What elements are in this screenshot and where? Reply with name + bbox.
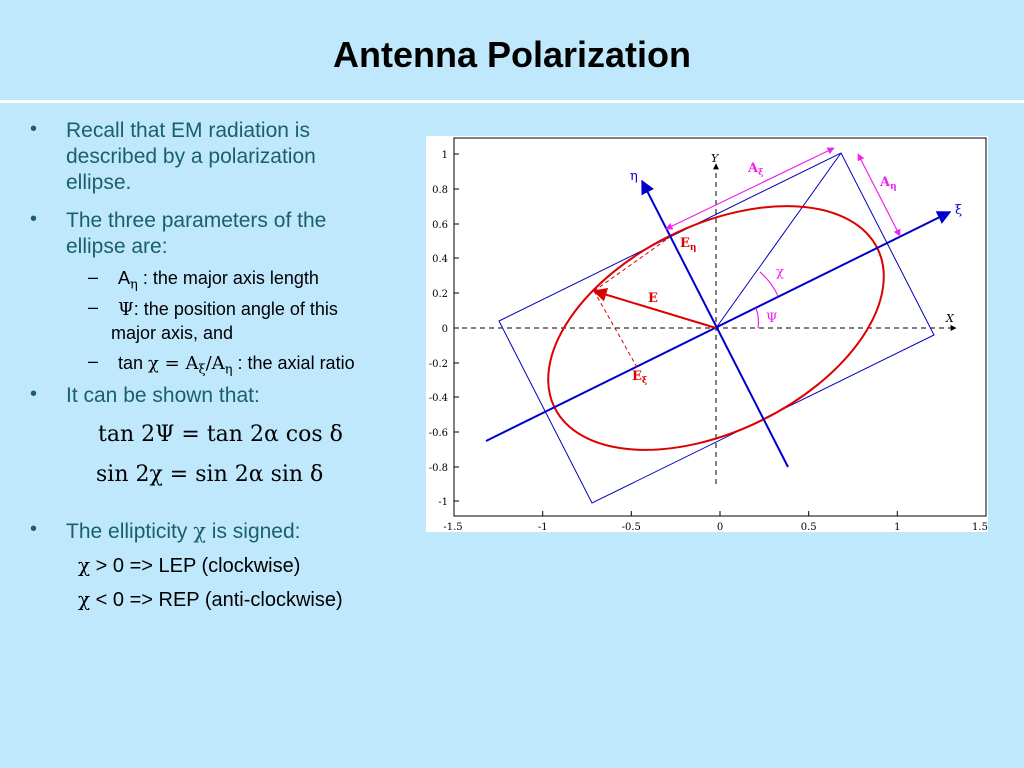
sub3-eta: η xyxy=(224,362,233,378)
y-tick-label: 0.2 xyxy=(432,289,448,300)
title-divider xyxy=(0,100,1024,103)
sub2-line-2: major axis, and xyxy=(111,323,234,343)
bullet-1-line-1: Recall that EM radiation is xyxy=(66,119,310,142)
bullet-dot: • xyxy=(30,118,38,140)
bullet-1: Recall that EM radiation is described by… xyxy=(66,118,316,196)
xi-axis xyxy=(485,211,952,442)
chi-arc xyxy=(759,271,779,297)
bullet-dot: • xyxy=(30,208,38,230)
x-tick-labels: -1.5 -1 -0.5 0 0.5 1 1.5 xyxy=(443,522,988,533)
sub1-text: : the major axis length xyxy=(137,268,319,288)
bullet-4-post: is signed: xyxy=(205,520,301,543)
polarization-ellipse-figure: -1.5 -1 -0.5 0 0.5 1 1.5 1 0.8 0.6 0.4 0… xyxy=(426,136,988,533)
lep-line: χ > 0 => LEP (clockwise) xyxy=(78,553,300,578)
y-tick-label: 0.6 xyxy=(432,220,448,231)
x-tick-label: -1 xyxy=(538,522,548,532)
y-tick-labels: 1 0.8 0.6 0.4 0.2 0 -0.2 -0.4 -0.6 -0.8 … xyxy=(429,150,448,508)
sub-bullet-position-angle: Ψ: the position angle of this xyxy=(118,297,338,322)
x-axis-label: X xyxy=(945,312,955,325)
x-tick-label: -1.5 xyxy=(443,522,462,532)
y-tick-label: -0.8 xyxy=(429,463,448,474)
sub1-eta: η xyxy=(130,277,138,293)
e-eta-projection xyxy=(593,236,671,292)
psi-arc xyxy=(755,307,760,329)
y-tick-label: -0.4 xyxy=(429,393,448,404)
e-vector xyxy=(592,287,717,329)
y-tick-label: -0.6 xyxy=(429,428,448,439)
bullet-4: The ellipticity χ is signed: xyxy=(66,518,301,545)
y-tick-label: -1 xyxy=(438,497,448,508)
bullet-2: The three parameters of the ellipse are: xyxy=(66,208,326,260)
sub3-slash: /A xyxy=(205,353,225,374)
xi-axis-label: ξ xyxy=(955,203,962,218)
slide-title: Antenna Polarization xyxy=(332,34,692,75)
y-axis-label: Y xyxy=(711,152,720,165)
sub3-text: : the axial ratio xyxy=(232,353,355,373)
plot-frame xyxy=(453,137,987,517)
a-xi-label: Aξ xyxy=(747,161,763,178)
sub-dash: – xyxy=(88,297,99,317)
e-xi-projection xyxy=(593,290,639,370)
y-tick-label: -0.2 xyxy=(429,359,448,370)
bullet-2-line-2: ellipse are: xyxy=(66,235,168,258)
x-tick-label: 0.5 xyxy=(801,522,817,532)
y-tick-label: 0.4 xyxy=(432,254,448,265)
e-eta-label: Eη xyxy=(680,236,696,253)
sub2-text: : the position angle of this xyxy=(133,299,338,319)
sub-bullet-major-axis: Aη : the major axis length xyxy=(118,266,319,298)
lep-text: > 0 => LEP (clockwise) xyxy=(90,555,301,577)
sub3-chi: χ = A xyxy=(148,353,199,374)
bullet-1-line-3: ellipse. xyxy=(66,171,132,194)
sub3-tan: tan xyxy=(118,353,149,373)
x-tick-label: -0.5 xyxy=(622,522,641,532)
rep-line: χ < 0 => REP (anti-clockwise) xyxy=(78,587,343,612)
polarization-diagram: -1.5 -1 -0.5 0 0.5 1 1.5 1 0.8 0.6 0.4 0… xyxy=(429,137,988,533)
a-eta-dimension-arrow xyxy=(857,153,901,237)
equation-1: tan 2Ψ = tan 2α cos δ xyxy=(98,422,343,447)
x-tick-label: 1 xyxy=(894,522,900,532)
equation-2: sin 2χ = sin 2α sin δ xyxy=(96,462,324,487)
lep-chi: χ xyxy=(78,553,91,577)
sub-dash: – xyxy=(88,351,99,371)
tick-marks xyxy=(453,153,898,516)
e-xi-label: Eξ xyxy=(632,369,647,386)
e-vector-label: E xyxy=(648,291,658,306)
bullet-3: It can be shown that: xyxy=(66,384,260,407)
sub-bullet-axial-ratio: tan χ = Aξ/Aη : the axial ratio xyxy=(118,351,355,383)
y-tick-label: 0.8 xyxy=(432,185,448,196)
psi-label: Ψ xyxy=(766,311,777,326)
psi-symbol: Ψ xyxy=(118,299,134,320)
bullet-4-pre: The ellipticity xyxy=(66,520,194,543)
bullet-1-line-2: described by a polarization xyxy=(66,145,316,168)
eta-axis-label: η xyxy=(630,169,638,184)
bullet-dot: • xyxy=(30,518,38,540)
rectangle-diagonal xyxy=(715,152,842,329)
rep-chi: χ xyxy=(78,587,91,611)
y-tick-label: 1 xyxy=(442,150,448,161)
x-tick-label: 1.5 xyxy=(972,522,988,532)
sub-dash: – xyxy=(88,267,99,287)
sub1-a: A xyxy=(118,268,131,288)
rep-text: < 0 => REP (anti-clockwise) xyxy=(90,589,343,611)
y-tick-label: 0 xyxy=(442,324,448,335)
x-tick-label: 0 xyxy=(717,522,723,532)
a-eta-label: Aη xyxy=(879,175,897,192)
a-xi-dimension-arrow xyxy=(665,147,835,230)
bullet-4-chi: χ xyxy=(193,519,206,543)
bullet-dot: • xyxy=(30,383,38,405)
sub3-xi: ξ xyxy=(198,362,206,378)
bullet-2-line-1: The three parameters of the xyxy=(66,209,327,232)
chi-label: χ xyxy=(776,265,784,280)
